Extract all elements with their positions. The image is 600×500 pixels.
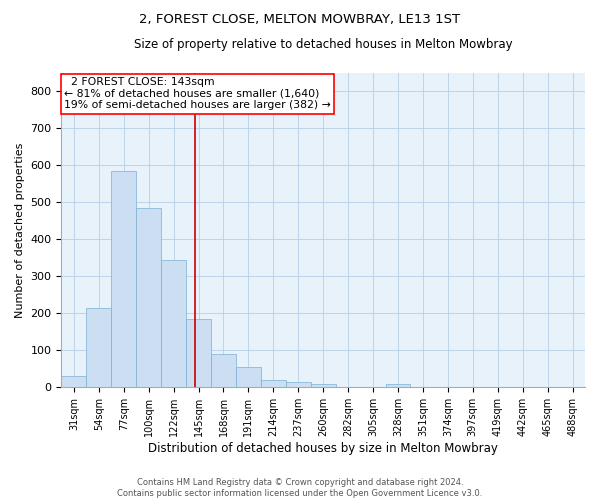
X-axis label: Distribution of detached houses by size in Melton Mowbray: Distribution of detached houses by size … <box>148 442 498 455</box>
Bar <box>186 319 211 388</box>
Title: Size of property relative to detached houses in Melton Mowbray: Size of property relative to detached ho… <box>134 38 512 51</box>
Bar <box>136 208 161 388</box>
Bar <box>111 170 136 388</box>
Bar <box>286 382 311 388</box>
Bar <box>311 384 335 388</box>
Bar <box>386 384 410 388</box>
Bar <box>161 260 186 388</box>
Y-axis label: Number of detached properties: Number of detached properties <box>15 142 25 318</box>
Bar <box>61 376 86 388</box>
Bar <box>211 354 236 388</box>
Bar <box>236 367 261 388</box>
Bar <box>261 380 286 388</box>
Text: Contains HM Land Registry data © Crown copyright and database right 2024.
Contai: Contains HM Land Registry data © Crown c… <box>118 478 482 498</box>
Text: 2, FOREST CLOSE, MELTON MOWBRAY, LE13 1ST: 2, FOREST CLOSE, MELTON MOWBRAY, LE13 1S… <box>139 12 461 26</box>
Text: 2 FOREST CLOSE: 143sqm
← 81% of detached houses are smaller (1,640)
19% of semi-: 2 FOREST CLOSE: 143sqm ← 81% of detached… <box>64 77 331 110</box>
Bar <box>86 308 111 388</box>
